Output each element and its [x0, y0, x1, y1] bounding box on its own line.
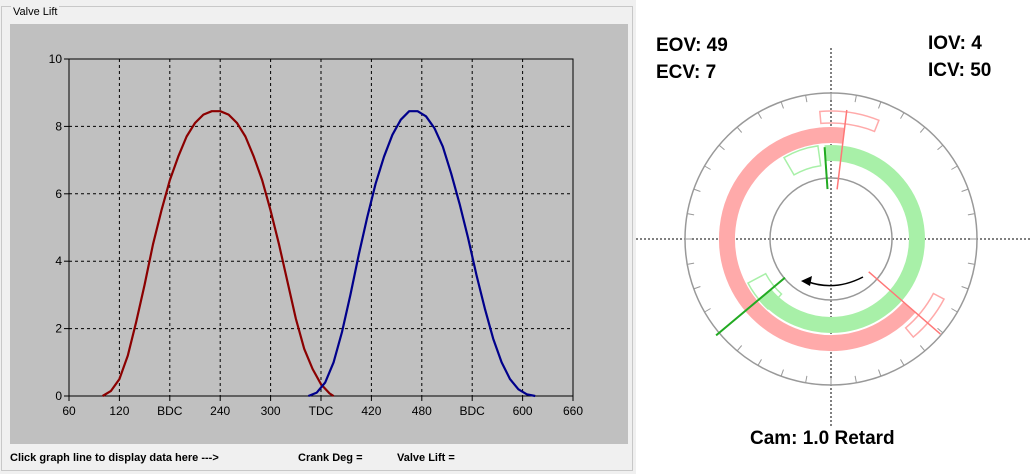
degree-tick	[757, 112, 762, 119]
valve-lift-chart[interactable]: 60 120 BDC 240 300 TDC 420 480 BDC 600 660 0 2 4 6 8 10	[10, 24, 628, 444]
iov-event-line	[823, 147, 829, 190]
x-tick-label: 300	[261, 404, 281, 418]
valve-lift-label: Valve Lift =	[397, 452, 455, 464]
intake-lift-curve[interactable]	[307, 110, 536, 398]
degree-tick	[878, 369, 882, 377]
eov-label: EOV: 49	[656, 35, 728, 56]
inner-circle	[769, 177, 893, 301]
degree-tick	[967, 262, 975, 265]
degree-tick	[693, 286, 701, 290]
degree-tick	[951, 308, 958, 313]
valve-timing-diagram	[636, 48, 1030, 428]
degree-tick	[961, 188, 969, 192]
ecv-label: ECV: 7	[656, 62, 717, 83]
y-tick-label: 4	[55, 254, 62, 268]
degree-tick	[805, 95, 808, 103]
status-hint: Click graph line to display data here --…	[10, 452, 219, 464]
grid-lines	[69, 59, 573, 396]
x-tick-label: 240	[210, 404, 230, 418]
axis-ticks: 60 120 BDC 240 300 TDC 420 480 BDC 600 660 0 2 4 6 8 10	[49, 52, 584, 418]
degree-tick	[780, 369, 784, 377]
x-tick-label: BDC	[460, 404, 486, 418]
degree-tick	[878, 101, 882, 109]
degree-tick	[757, 359, 762, 366]
degree-tick	[919, 126, 926, 133]
y-tick-label: 10	[49, 52, 63, 66]
crank-deg-label: Crank Deg =	[298, 452, 363, 464]
x-tick-label: 120	[109, 404, 129, 418]
icv-label: ICV: 50	[928, 60, 992, 81]
x-tick-label: 480	[412, 404, 432, 418]
x-tick-label: 660	[563, 404, 583, 418]
degree-tick	[937, 144, 944, 151]
rotation-arrow	[805, 276, 864, 287]
degree-tick	[718, 144, 725, 151]
iov-label: IOV: 4	[928, 33, 982, 54]
x-tick-label: 60	[62, 404, 76, 418]
degree-tick	[736, 126, 743, 133]
exhaust-lift-curve[interactable]	[102, 110, 335, 397]
icv-event-line	[715, 276, 786, 337]
y-tick-label: 2	[55, 322, 62, 336]
degree-tick	[961, 286, 969, 290]
degree-tick	[736, 345, 743, 352]
x-tick-label: 420	[361, 404, 381, 418]
intake-duration-arc	[758, 145, 925, 333]
rotation-arrow-head	[801, 276, 812, 286]
eov-event-line	[868, 271, 941, 335]
y-tick-label: 0	[55, 389, 62, 403]
degree-tick	[951, 165, 958, 170]
group-title: Valve Lift	[11, 6, 60, 18]
icv-event-box	[746, 272, 783, 310]
degree-tick	[937, 327, 944, 334]
degree-tick	[854, 375, 857, 383]
degree-tick	[805, 375, 808, 383]
degree-tick	[687, 262, 695, 265]
ecv-event-line	[836, 109, 848, 190]
x-tick-label: 600	[513, 404, 533, 418]
ecv-event-box	[818, 110, 880, 133]
degree-tick	[900, 112, 905, 119]
cam-label: Cam: 1.0 Retard	[750, 428, 895, 449]
eov-event-box	[904, 292, 946, 339]
y-tick-label: 8	[55, 119, 62, 133]
degree-tick	[919, 345, 926, 352]
degree-tick	[900, 359, 905, 366]
series-layer[interactable]	[102, 110, 536, 398]
degree-tick	[704, 165, 711, 170]
degree-tick	[704, 308, 711, 313]
valve-timing-panel: EOV: 49 ECV: 7 IOV: 4 ICV: 50 Cam: 1.0 R…	[636, 0, 1030, 474]
x-tick-label: BDC	[157, 404, 183, 418]
degree-tick	[693, 188, 701, 192]
degree-tick	[780, 101, 784, 109]
exhaust-duration-arc	[718, 127, 916, 351]
degree-tick	[967, 213, 975, 216]
degree-tick	[687, 213, 695, 216]
iov-event-box	[782, 145, 822, 176]
y-tick-label: 6	[55, 187, 62, 201]
x-tick-label: TDC	[309, 404, 334, 418]
degree-tick	[854, 95, 857, 103]
valve-lift-group: Valve Lift	[1, 6, 633, 471]
chart-background	[10, 24, 628, 444]
